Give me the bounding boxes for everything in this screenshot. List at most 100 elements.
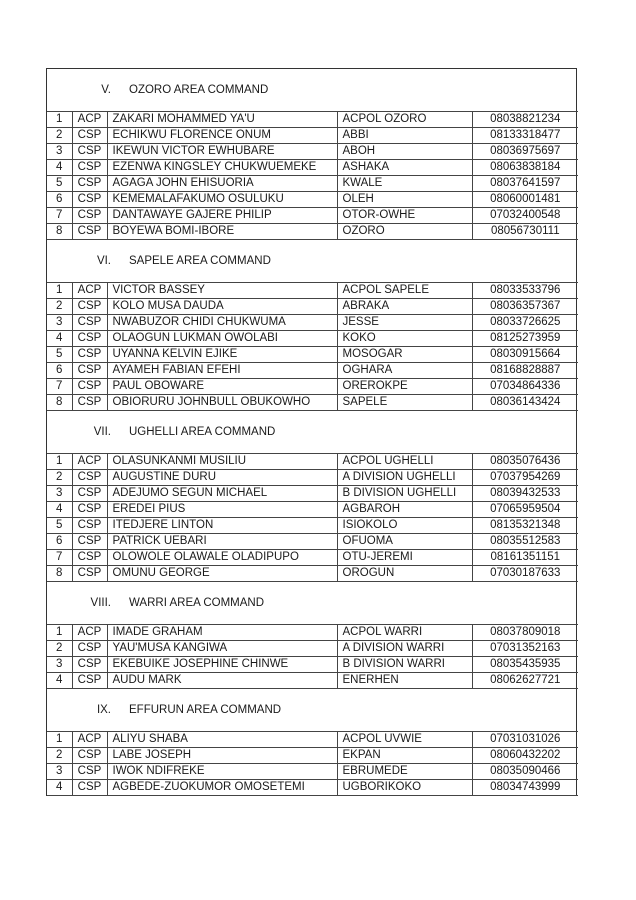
command-location: OGHARA [336, 362, 473, 379]
rank: CSP [71, 314, 108, 331]
phone-number: 08125273959 [471, 330, 579, 347]
officer-name: IKEWUN VICTOR EWHUBARE [106, 143, 338, 160]
section-title: UGHELLI AREA COMMAND [129, 425, 276, 438]
serial-number: 7 [47, 549, 73, 566]
phone-number: 08168828887 [471, 362, 579, 379]
rank: CSP [71, 175, 108, 192]
table-row: 7 CSP OLOWOLE OLAWALE OLADIPUPO OTU-JEREMI 0… [47, 549, 579, 566]
table-row: 7 CSP PAUL OBOWARE OREROKPE 07034864336 [47, 378, 579, 395]
table-row: 1 ACP ZAKARI MOHAMMED YA'U ACPOL OZORO 08038… [47, 111, 579, 128]
command-location: EKPAN [336, 747, 473, 764]
serial-number: 3 [47, 763, 73, 780]
table-row: 5 CSP AGAGA JOHN EHISUORIA KWALE 08037641597 [47, 175, 579, 192]
serial-number: 1 [47, 624, 73, 641]
command-location: OREROKPE [336, 378, 473, 395]
serial-number: 8 [47, 394, 73, 411]
officer-name: OLASUNKANMI MUSILIU [106, 453, 338, 470]
command-location: OTOR-OWHE [336, 207, 473, 224]
officer-name: AGBEDE-ZUOKUMOR OMOSETEMI [106, 779, 338, 796]
section-title: WARRI AREA COMMAND [129, 596, 265, 609]
section-numeral: VI. [96, 254, 111, 267]
command-location: ABBI [336, 127, 473, 144]
phone-number: 07031352163 [471, 640, 579, 657]
officer-name: AUDU MARK [106, 672, 338, 689]
officer-name: ADEJUMO SEGUN MICHAEL [106, 485, 338, 502]
command-location: ABRAKA [336, 298, 473, 315]
rank: CSP [71, 640, 108, 657]
command-location: A DIVISION UGHELLI [336, 469, 473, 486]
officer-name: PATRICK UEBARI [106, 533, 338, 550]
command-location: B DIVISION WARRI [336, 656, 473, 673]
officer-name: EZENWA KINGSLEY CHUKWUEMEKE [106, 159, 338, 176]
section-title: OZORO AREA COMMAND [129, 83, 269, 96]
phone-number: 08062627721 [471, 672, 579, 689]
officer-name: ITEDJERE LINTON [106, 517, 338, 534]
rank: CSP [71, 747, 108, 764]
phone-number: 08037641597 [471, 175, 579, 192]
phone-number: 08033533796 [471, 282, 579, 299]
rank: CSP [71, 394, 108, 411]
table-row: 4 CSP AGBEDE-ZUOKUMOR OMOSETEMI UGBORIKOKO 0… [47, 779, 579, 796]
phone-number: 08037809018 [471, 624, 579, 641]
rank: CSP [71, 298, 108, 315]
command-location: ACPOL UVWIE [336, 731, 473, 748]
table-row: 1 ACP ALIYU SHABA ACPOL UVWIE 07031031026 [47, 731, 579, 748]
officer-name: OLAOGUN LUKMAN OWOLABI [106, 330, 338, 347]
serial-number: 4 [47, 159, 73, 176]
rank: CSP [71, 378, 108, 395]
serial-number: 6 [47, 533, 73, 550]
phone-number: 07065959504 [471, 501, 579, 518]
table-row: 3 CSP EKEBUIKE JOSEPHINE CHINWE B DIVISION … [47, 656, 579, 673]
officer-name: OBIORURU JOHNBULL OBUKOWHO [106, 394, 338, 411]
officer-name: LABE JOSEPH [106, 747, 338, 764]
table-row: 2 CSP LABE JOSEPH EKPAN 08060432202 [47, 747, 579, 764]
table-row: 5 CSP UYANNA KELVIN EJIKE MOSOGAR 0803091566… [47, 346, 579, 363]
serial-number: 1 [47, 453, 73, 470]
serial-number: 1 [47, 282, 73, 299]
command-location: OTU-JEREMI [336, 549, 473, 566]
officer-name: VICTOR BASSEY [106, 282, 338, 299]
serial-number: 2 [47, 640, 73, 657]
rank: CSP [71, 517, 108, 534]
rank: CSP [71, 549, 108, 566]
serial-number: 7 [47, 207, 73, 224]
phone-number: 08056730111 [471, 223, 579, 240]
phone-number: 08034743999 [471, 779, 579, 796]
table-row: 3 CSP IKEWUN VICTOR EWHUBARE ABOH 0803697569… [47, 143, 579, 160]
officer-name: ZAKARI MOHAMMED YA'U [106, 111, 338, 128]
section-header: VIII. WARRI AREA COMMAND [47, 581, 579, 625]
serial-number: 6 [47, 191, 73, 208]
phone-number: 08060432202 [471, 747, 579, 764]
phone-number: 08030915664 [471, 346, 579, 363]
officer-name: DANTAWAYE GAJERE PHILIP [106, 207, 338, 224]
officer-name: EREDEI PIUS [106, 501, 338, 518]
serial-number: 4 [47, 330, 73, 347]
rank: CSP [71, 223, 108, 240]
command-location: ASHAKA [336, 159, 473, 176]
serial-number: 8 [47, 223, 73, 240]
phone-number: 07031031026 [471, 731, 579, 748]
table-row: 7 CSP DANTAWAYE GAJERE PHILIP OTOR-OWHE 0703… [47, 207, 579, 224]
officer-name: EKEBUIKE JOSEPHINE CHINWE [106, 656, 338, 673]
table-row: 3 CSP NWABUZOR CHIDI CHUKWUMA JESSE 08033726… [47, 314, 579, 331]
officer-name: OMUNU GEORGE [106, 565, 338, 582]
section-title: SAPELE AREA COMMAND [129, 254, 271, 267]
rank: CSP [71, 533, 108, 550]
serial-number: 5 [47, 175, 73, 192]
serial-number: 2 [47, 298, 73, 315]
officer-name: KOLO MUSA DAUDA [106, 298, 338, 315]
command-location: AGBAROH [336, 501, 473, 518]
rank: ACP [71, 731, 108, 748]
table-row: 4 CSP EREDEI PIUS AGBAROH 07065959504 [47, 501, 579, 518]
table-row: 8 CSP OMUNU GEORGE OROGUN 07030187633 [47, 565, 579, 582]
phone-number: 08060001481 [471, 191, 579, 208]
command-location: ENERHEN [336, 672, 473, 689]
serial-number: 3 [47, 485, 73, 502]
rank: ACP [71, 282, 108, 299]
officer-name: AGAGA JOHN EHISUORIA [106, 175, 338, 192]
phone-number: 08035076436 [471, 453, 579, 470]
officer-name: OLOWOLE OLAWALE OLADIPUPO [106, 549, 338, 566]
serial-number: 6 [47, 362, 73, 379]
officer-name: UYANNA KELVIN EJIKE [106, 346, 338, 363]
serial-number: 5 [47, 517, 73, 534]
